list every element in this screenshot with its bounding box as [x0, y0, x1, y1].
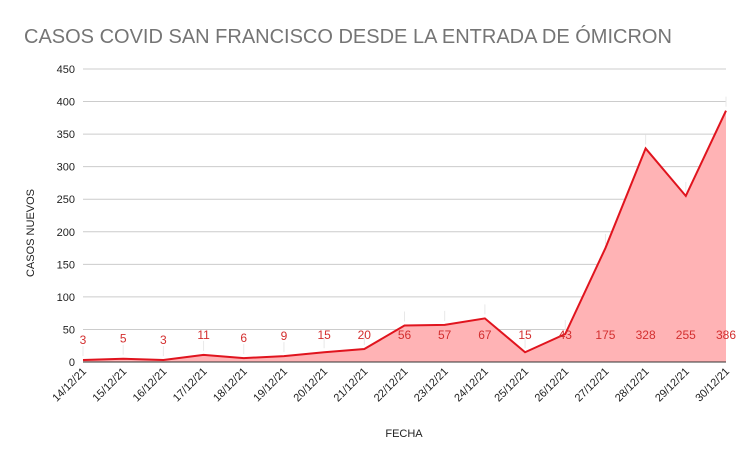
series-line: [82, 110, 727, 362]
data-label: 15: [317, 328, 331, 342]
x-tick-label: 17/12/21: [171, 366, 210, 405]
data-label: 15: [518, 328, 532, 342]
gridlines: [83, 68, 726, 330]
data-label: 43: [559, 328, 573, 342]
x-tick-label: 14/12/21: [50, 366, 89, 405]
y-tick-label: 0: [69, 357, 75, 369]
x-tick-label: 23/12/21: [412, 366, 451, 405]
y-tick-label: 50: [63, 324, 75, 336]
x-tick-label: 16/12/21: [131, 366, 170, 405]
x-tick-label: 21/12/21: [332, 366, 371, 405]
data-label: 5: [120, 332, 127, 346]
data-label: 6: [240, 331, 247, 345]
x-tick-label: 28/12/21: [613, 366, 652, 405]
y-tick-label: 100: [57, 292, 75, 304]
x-tick-label: 25/12/21: [492, 366, 531, 405]
data-labels: 3 5 3 11 6 9 15 20 56 57 67 15 43 175 328 255 386: [80, 96, 736, 357]
x-tick-label: 26/12/21: [533, 366, 572, 405]
data-label: 57: [438, 328, 452, 342]
x-tick-label: 18/12/21: [211, 366, 250, 405]
x-tick-label: 30/12/21: [693, 366, 732, 405]
y-tick-label: 300: [57, 162, 75, 174]
data-label: 56: [398, 328, 412, 342]
data-label: 3: [80, 333, 87, 347]
data-label: 255: [676, 328, 696, 342]
data-label: 20: [358, 328, 372, 342]
y-axis-label: CASOS NUEVOS: [25, 189, 37, 277]
x-tick-label: 19/12/21: [251, 366, 290, 405]
y-tick-label: 150: [57, 259, 75, 271]
area-fill: [83, 110, 726, 362]
data-label: 11: [197, 328, 210, 342]
chart-title: CASOS COVID SAN FRANCISCO DESDE LA ENTRA…: [24, 25, 672, 48]
data-label: 328: [636, 328, 656, 342]
y-axis-ticks: 0 50 100 150 200 250 300 350 400 450: [57, 64, 75, 369]
x-axis-ticks: 14/12/21 15/12/21 16/12/21 17/12/21 18/12/21…: [50, 366, 732, 405]
y-tick-label: 400: [57, 97, 75, 109]
x-tick-label: 20/12/21: [291, 366, 330, 405]
x-tick-label: 24/12/21: [452, 366, 491, 405]
x-tick-label: 29/12/21: [653, 366, 692, 405]
data-label: 3: [160, 333, 167, 347]
x-axis-label: FECHA: [385, 428, 423, 440]
x-tick-label: 15/12/21: [91, 366, 130, 405]
y-tick-label: 250: [57, 194, 75, 206]
data-label: 386: [716, 328, 736, 342]
x-tick-label: 22/12/21: [372, 366, 411, 405]
y-tick-label: 450: [57, 64, 75, 76]
data-label: 67: [478, 328, 492, 342]
x-tick-label: 27/12/21: [573, 366, 612, 405]
y-tick-label: 200: [57, 227, 75, 239]
data-label: 175: [595, 328, 615, 342]
data-label: 9: [281, 329, 288, 343]
y-tick-label: 350: [57, 129, 75, 141]
